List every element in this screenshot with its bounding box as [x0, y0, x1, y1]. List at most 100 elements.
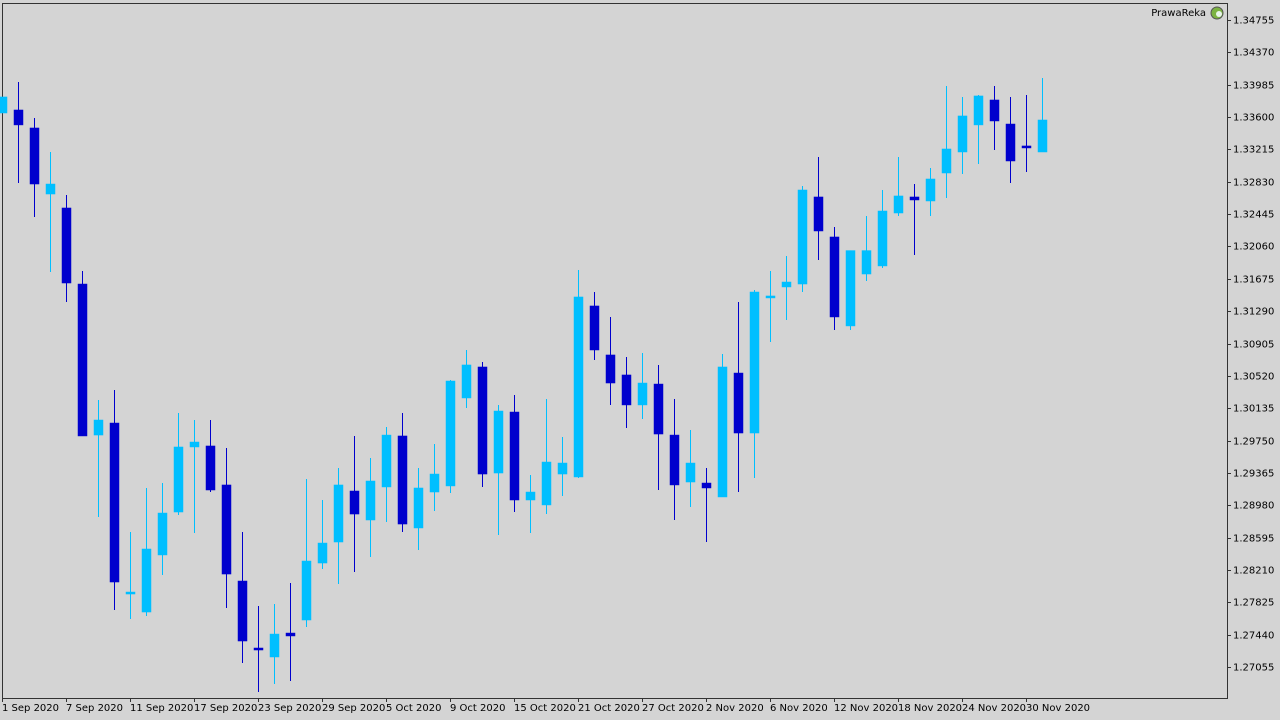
- y-tick-label: 1.30135: [1233, 404, 1274, 415]
- candle-body: [109, 422, 120, 583]
- candle-body: [541, 461, 552, 506]
- candle-body: [365, 480, 376, 521]
- candle-body: [301, 560, 312, 621]
- candle-body: [141, 548, 152, 613]
- candle-body: [845, 250, 856, 327]
- x-tick-label: 6 Nov 2020: [770, 703, 828, 714]
- y-tick-label: 1.29365: [1233, 469, 1274, 480]
- candle-body: [237, 580, 248, 642]
- candle-body: [877, 210, 888, 267]
- candle-body: [429, 473, 440, 493]
- candle-body: [61, 207, 72, 284]
- candle-body: [349, 490, 360, 515]
- candle-body: [1021, 145, 1032, 149]
- y-tick-label: 1.32830: [1233, 178, 1274, 189]
- candle-body: [669, 434, 680, 486]
- x-tick-label: 21 Oct 2020: [578, 703, 640, 714]
- x-tick-label: 5 Oct 2020: [386, 703, 441, 714]
- candle-body: [781, 281, 792, 288]
- plot-frame: [2, 3, 1228, 699]
- x-tick-label: 18 Nov 2020: [898, 703, 962, 714]
- candle-body: [525, 491, 536, 501]
- candle-body: [941, 148, 952, 174]
- candle-body: [861, 250, 872, 275]
- y-tick-label: 1.27825: [1233, 598, 1274, 609]
- candle-body: [733, 372, 744, 434]
- candle-body: [717, 366, 728, 498]
- candle-body: [317, 542, 328, 564]
- x-tick-label: 7 Sep 2020: [66, 703, 123, 714]
- candle-body: [93, 419, 104, 436]
- candle-body: [493, 410, 504, 474]
- logo-icon: [1210, 6, 1224, 20]
- candle-body: [269, 633, 280, 658]
- candle-body: [173, 446, 184, 513]
- candle-body: [253, 647, 264, 651]
- candle-body: [829, 236, 840, 318]
- x-tick-label: 23 Sep 2020: [258, 703, 321, 714]
- x-tick-label: 27 Oct 2020: [642, 703, 704, 714]
- candle-body: [509, 411, 520, 501]
- y-tick-label: 1.33215: [1233, 145, 1274, 156]
- y-tick-label: 1.33600: [1233, 113, 1274, 124]
- candle-body: [813, 196, 824, 232]
- candle-body: [701, 482, 712, 489]
- candle-body: [13, 109, 24, 126]
- candle-body: [477, 366, 488, 475]
- y-tick-label: 1.32445: [1233, 210, 1274, 221]
- candle-body: [221, 484, 232, 575]
- candle-body: [285, 632, 296, 637]
- candle-body: [445, 380, 456, 487]
- y-tick-label: 1.32060: [1233, 242, 1274, 253]
- candle-body: [381, 434, 392, 488]
- y-tick-label: 1.28595: [1233, 534, 1274, 545]
- x-tick-label: 24 Nov 2020: [962, 703, 1026, 714]
- x-tick-label: 30 Nov 2020: [1026, 703, 1090, 714]
- watermark: PrawaReka: [1151, 8, 1206, 19]
- candle-body: [973, 95, 984, 126]
- y-tick-label: 1.34370: [1233, 48, 1274, 59]
- candle-body: [797, 189, 808, 285]
- y-tick-label: 1.31675: [1233, 275, 1274, 286]
- candle-body: [621, 374, 632, 406]
- candle-body: [685, 462, 696, 483]
- candle-body: [1037, 119, 1048, 153]
- candle-body: [925, 178, 936, 202]
- x-tick-label: 11 Sep 2020: [130, 703, 193, 714]
- y-tick-label: 1.30905: [1233, 340, 1274, 351]
- candle-body: [765, 295, 776, 299]
- y-tick-label: 1.28210: [1233, 566, 1274, 577]
- candle-body: [333, 484, 344, 543]
- x-tick-label: 29 Sep 2020: [322, 703, 385, 714]
- candle-body: [989, 99, 1000, 122]
- y-tick-label: 1.34755: [1233, 16, 1274, 27]
- candle-body: [909, 196, 920, 201]
- candle-body: [653, 383, 664, 435]
- candle-body: [29, 127, 40, 185]
- y-tick-label: 1.27055: [1233, 663, 1274, 674]
- candle-body: [397, 435, 408, 525]
- candle-body: [957, 115, 968, 153]
- x-tick-label: 9 Oct 2020: [450, 703, 505, 714]
- x-tick-label: 1 Sep 2020: [2, 703, 59, 714]
- candle-body: [205, 445, 216, 491]
- candle-body: [573, 296, 584, 478]
- candle-body: [1005, 123, 1016, 162]
- x-tick-label: 15 Oct 2020: [514, 703, 576, 714]
- y-tick-label: 1.31290: [1233, 307, 1274, 318]
- candle-body: [461, 364, 472, 399]
- candle-body: [749, 291, 760, 434]
- y-tick-label: 1.30520: [1233, 372, 1274, 383]
- x-tick-label: 17 Sep 2020: [194, 703, 257, 714]
- candle-body: [0, 96, 8, 114]
- candle-body: [413, 487, 424, 529]
- candle-body: [589, 305, 600, 351]
- candle-body: [157, 512, 168, 556]
- candle-body: [45, 183, 56, 195]
- y-tick-label: 1.33985: [1233, 81, 1274, 92]
- candle-body: [125, 591, 136, 595]
- candle-body: [77, 283, 88, 437]
- y-tick-label: 1.28980: [1233, 501, 1274, 512]
